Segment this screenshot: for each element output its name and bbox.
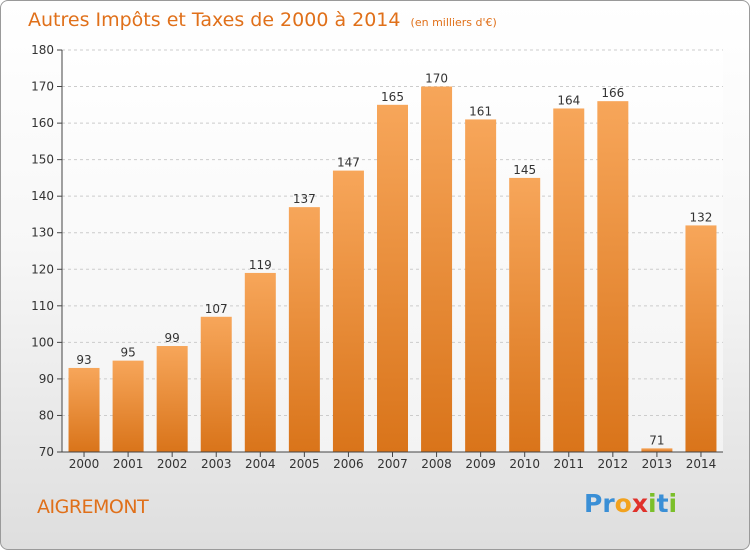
logo-letter: t — [656, 489, 669, 518]
y-tick-label: 100 — [31, 335, 54, 349]
logo-letter: o — [614, 489, 632, 518]
bar — [244, 272, 276, 452]
bar — [288, 207, 320, 452]
x-tick-label: 2010 — [509, 457, 540, 471]
x-tick-label: 2008 — [421, 457, 452, 471]
x-tick-label: 2001 — [113, 457, 144, 471]
bar-value-label: 132 — [690, 210, 713, 224]
bar-value-label: 170 — [425, 72, 448, 86]
chart-title-block: Autres Impôts et Taxes de 2000 à 2014 (e… — [28, 9, 497, 31]
y-tick-label: 130 — [31, 226, 54, 240]
x-tick-label: 2013 — [642, 457, 673, 471]
bar-value-label: 93 — [76, 353, 91, 367]
bar-value-label: 164 — [557, 93, 580, 107]
bar — [200, 316, 232, 452]
x-tick-label: 2004 — [245, 457, 276, 471]
place-name: AIGREMONT — [37, 496, 149, 518]
chart-title: Autres Impôts et Taxes de 2000 à 2014 — [28, 9, 401, 31]
bar — [377, 104, 408, 453]
chart-subtitle: (en milliers d'€) — [410, 16, 497, 29]
x-tick-label: 2012 — [598, 457, 629, 471]
bar — [553, 108, 585, 453]
y-tick-label: 150 — [31, 153, 54, 167]
logo-letter: P — [584, 489, 603, 518]
y-tick-label: 180 — [31, 43, 54, 57]
logo-letter: r — [602, 489, 615, 518]
bar — [332, 170, 364, 452]
x-tick-label: 2000 — [69, 457, 100, 471]
bar-value-label: 165 — [381, 90, 404, 104]
bar — [597, 101, 629, 452]
bar-value-label: 147 — [337, 156, 360, 170]
bar — [509, 177, 541, 452]
bar — [465, 119, 497, 452]
bar-value-label: 161 — [469, 104, 492, 118]
x-tick-label: 2003 — [201, 457, 232, 471]
x-tick-label: 2014 — [686, 457, 717, 471]
bar-value-label: 71 — [649, 433, 664, 447]
x-tick-label: 2002 — [157, 457, 188, 471]
bar-value-label: 119 — [249, 258, 272, 272]
bar — [112, 360, 144, 452]
x-tick-label: 2011 — [553, 457, 584, 471]
bar — [421, 86, 453, 452]
x-tick-label: 2007 — [377, 457, 408, 471]
y-tick-label: 160 — [31, 116, 54, 130]
logo-letter: i — [668, 489, 678, 518]
bar-value-label: 166 — [601, 86, 624, 100]
bar-value-label: 137 — [293, 192, 316, 206]
bar-value-label: 107 — [205, 302, 228, 316]
y-tick-label: 140 — [31, 189, 54, 203]
y-tick-label: 170 — [31, 80, 54, 94]
bar — [641, 448, 673, 452]
x-tick-label: 2009 — [465, 457, 496, 471]
logo-letter: x — [631, 489, 648, 518]
bar — [156, 346, 188, 452]
y-tick-label: 90 — [39, 372, 54, 386]
y-tick-label: 70 — [39, 445, 54, 459]
proxiti-logo: Proxiti — [584, 489, 677, 518]
bar-value-label: 95 — [120, 346, 135, 360]
x-tick-label: 2005 — [289, 457, 320, 471]
bar — [685, 225, 717, 452]
bar-value-label: 99 — [165, 331, 180, 345]
bar — [68, 367, 100, 452]
y-tick-label: 80 — [39, 408, 54, 422]
logo-letter: i — [648, 489, 657, 518]
x-tick-label: 2006 — [333, 457, 364, 471]
y-tick-label: 110 — [31, 299, 54, 313]
bar-value-label: 145 — [513, 163, 536, 177]
y-tick-label: 120 — [31, 262, 54, 276]
